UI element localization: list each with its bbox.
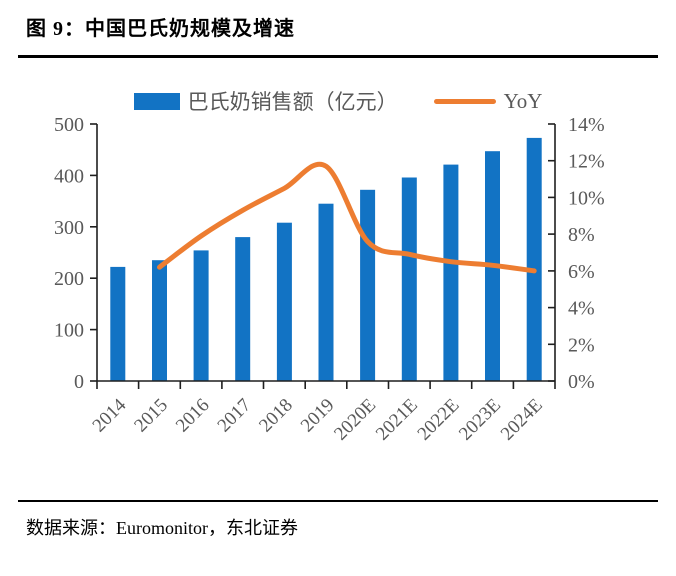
left-axis-tick-label: 100 <box>54 320 84 342</box>
x-axis-category-label: 2017 <box>214 395 256 437</box>
bar-2019 <box>318 203 334 381</box>
bar-2021E <box>401 177 417 381</box>
bar-2018 <box>276 222 292 381</box>
bar-2022E <box>443 164 459 381</box>
bar-2024E <box>526 137 542 381</box>
left-axis-tick-label: 400 <box>54 165 84 187</box>
figure-title: 图 9：中国巴氏奶规模及增速 <box>26 18 295 40</box>
bar-2014 <box>110 266 126 381</box>
x-axis-category-label: 2023E <box>455 395 505 445</box>
left-axis-tick-label: 300 <box>54 217 84 239</box>
x-axis-category-label: 2024E <box>497 395 547 445</box>
right-axis-tick-label: 10% <box>568 187 605 209</box>
right-axis-tick-label: 8% <box>568 224 595 246</box>
bar-series-swatch <box>133 92 180 110</box>
data-source-label: 数据来源：Euromonitor，东北证券 <box>26 518 298 538</box>
bar-series <box>110 137 542 381</box>
line-series-label: YoY <box>503 88 543 113</box>
bar-2017 <box>235 237 251 381</box>
x-axis-category-label: 2014 <box>89 394 131 436</box>
right-axis-tick-label: 2% <box>568 334 595 356</box>
left-axis-tick-label: 200 <box>54 268 84 290</box>
yoy-line <box>157 161 537 274</box>
right-axis-tick-label: 6% <box>568 261 595 283</box>
line-series-swatch <box>433 98 496 104</box>
bar-series-label: 巴氏奶销售额（亿元） <box>187 90 398 114</box>
x-axis-category-label: 2015 <box>130 395 172 437</box>
left-axis-tick-label: 0 <box>74 371 84 393</box>
bar-2020E <box>360 189 376 381</box>
left-axis-tick-label: 500 <box>54 114 84 136</box>
x-axis-category-label: 2020E <box>330 395 380 445</box>
title-divider <box>18 55 658 58</box>
x-axis-category-label: 2018 <box>255 395 297 437</box>
bar-2016 <box>193 250 209 381</box>
x-axis-category-label: 2016 <box>172 395 214 437</box>
right-axis-tick-label: 14% <box>568 114 605 136</box>
x-axis-category-label: 2021E <box>372 395 422 445</box>
legend-item-sales: 巴氏奶销售额（亿元） <box>133 86 398 116</box>
right-axis-tick-label: 0% <box>568 371 595 393</box>
legend-item-yoy: YoY <box>433 88 543 114</box>
chart-legend: 巴氏奶销售额（亿元） YoY <box>0 88 676 114</box>
right-axis-tick-label: 4% <box>568 298 595 320</box>
right-axis-tick-label: 12% <box>568 151 605 173</box>
footer-divider <box>18 500 658 502</box>
x-axis-category-label: 2022E <box>414 395 464 445</box>
bar-2015 <box>152 260 167 381</box>
